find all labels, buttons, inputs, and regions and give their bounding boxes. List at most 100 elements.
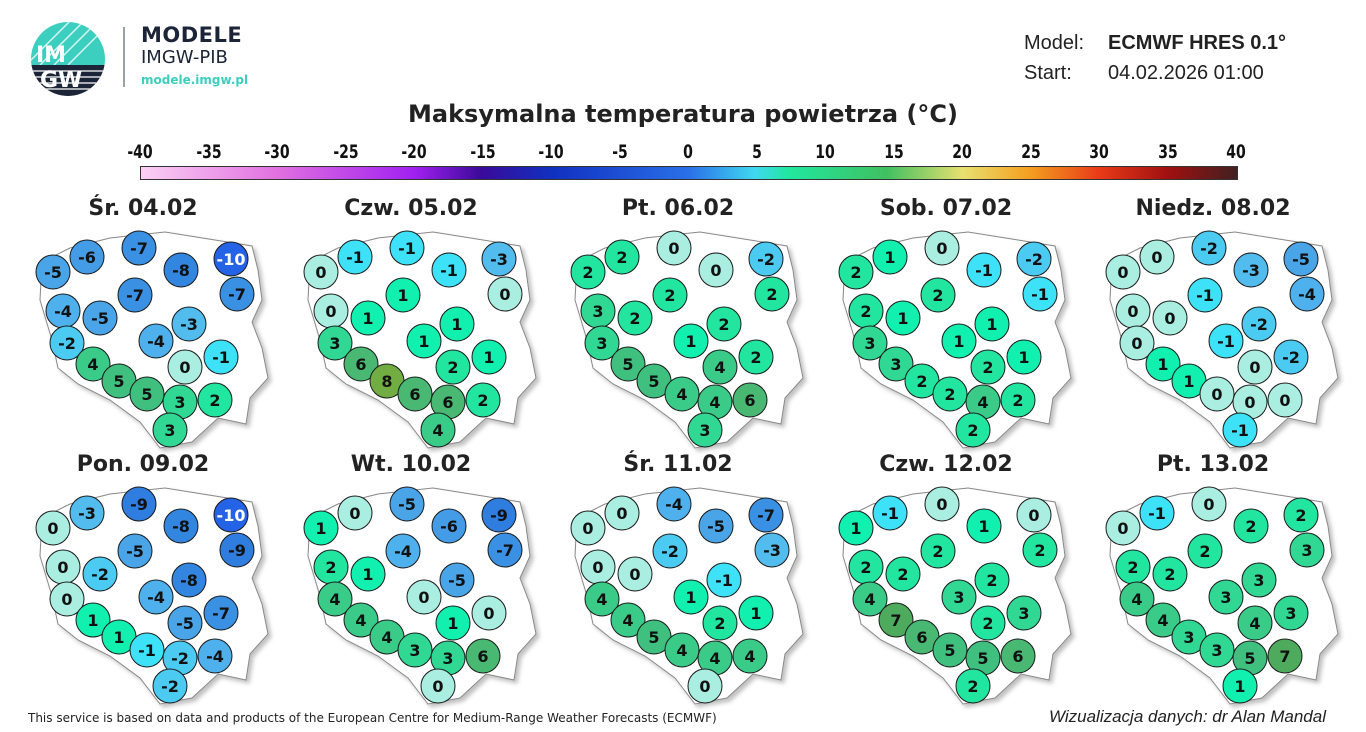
- station-value: 3: [596, 334, 607, 353]
- station-marker: [303, 254, 339, 290]
- station-value: -8: [180, 571, 198, 590]
- station-value: 0: [315, 263, 326, 282]
- station-value: 3: [442, 649, 453, 668]
- map-title: Śr. 04.02: [88, 196, 198, 221]
- station-value: 1: [1183, 372, 1194, 391]
- station-marker: [738, 339, 774, 375]
- station-value: -2: [1282, 348, 1300, 367]
- station-marker: [203, 595, 239, 631]
- station-marker: [465, 382, 501, 418]
- station-value: 3: [329, 334, 340, 353]
- station-marker: [317, 581, 353, 617]
- station-marker: [702, 605, 738, 641]
- station-marker: [1191, 486, 1227, 522]
- station-value: -7: [496, 541, 514, 560]
- station-value: 0: [936, 239, 947, 258]
- station-marker: [1237, 605, 1273, 641]
- station-marker: [471, 595, 507, 631]
- station-marker: [121, 230, 157, 266]
- station-marker: [656, 230, 692, 266]
- station-marker: [171, 306, 207, 342]
- station-marker: [970, 605, 1006, 641]
- station-value: 2: [1295, 506, 1306, 525]
- station-marker: [163, 252, 199, 288]
- start-label: Start:: [1024, 62, 1072, 84]
- station-value: -9: [490, 506, 508, 525]
- station-marker: [1006, 339, 1042, 375]
- station-value: 0: [699, 677, 710, 696]
- station-value: 3: [953, 588, 964, 607]
- station-value: 2: [1245, 517, 1256, 536]
- brand-url[interactable]: modele.imgw.pl: [141, 73, 249, 87]
- station-value: 4: [1157, 611, 1168, 630]
- station-marker: [852, 325, 888, 361]
- station-value: 3: [174, 393, 185, 412]
- station-value: 0: [349, 504, 360, 523]
- station-marker: [219, 276, 255, 312]
- station-value: -10: [217, 506, 246, 525]
- station-marker: [754, 276, 790, 312]
- station-value: 1: [483, 348, 494, 367]
- colorbar-tick: -20: [401, 141, 427, 163]
- station-value: 8: [381, 372, 392, 391]
- station-marker: [702, 349, 738, 385]
- station-value: 0: [61, 590, 72, 609]
- station-marker: [1289, 532, 1325, 568]
- station-value: -7: [757, 506, 775, 525]
- station-value: 4: [1249, 614, 1260, 633]
- station-value: 0: [668, 239, 679, 258]
- station-value: 2: [325, 558, 336, 577]
- station-value: -1: [975, 261, 993, 280]
- station-marker: [1006, 595, 1042, 631]
- station-value: 3: [890, 355, 901, 374]
- station-marker: [481, 497, 517, 533]
- station-marker: [872, 239, 908, 275]
- station-value: 2: [986, 571, 997, 590]
- station-value: 5: [648, 372, 659, 391]
- station-marker: [687, 412, 723, 448]
- station-value: 1: [113, 628, 124, 647]
- station-marker: [966, 508, 1002, 544]
- station-marker: [69, 239, 105, 275]
- station-value: 1: [850, 519, 861, 538]
- station-value: 1: [897, 309, 908, 328]
- station-value: -5: [398, 495, 416, 514]
- station-value: 2: [616, 248, 627, 267]
- station-value: 7: [1279, 647, 1290, 666]
- station-marker: [350, 556, 386, 592]
- station-value: 4: [676, 641, 687, 660]
- station-value: 6: [744, 391, 755, 410]
- station-value: -3: [78, 504, 96, 523]
- station-value: -7: [212, 604, 230, 623]
- station-value: 2: [664, 286, 675, 305]
- station-marker: [439, 562, 475, 598]
- colorbar-tick: -35: [195, 141, 222, 163]
- station-marker: [121, 486, 157, 522]
- station-marker: [1208, 323, 1244, 359]
- station-value: 4: [432, 421, 443, 440]
- station-marker: [924, 486, 960, 522]
- station-marker: [687, 668, 723, 704]
- station-marker: [1145, 602, 1181, 638]
- station-marker: [1145, 346, 1181, 382]
- station-marker: [1273, 595, 1309, 631]
- station-value: 0: [432, 677, 443, 696]
- station-value: 2: [916, 372, 927, 391]
- station-value: -2: [58, 334, 76, 353]
- station-value: 0: [1279, 391, 1290, 410]
- model-value: ECMWF HRES 0.1°: [1108, 32, 1287, 54]
- station-marker: [35, 510, 71, 546]
- station-value: 6: [477, 647, 488, 666]
- station-marker: [664, 632, 700, 668]
- station-value: 6: [409, 385, 420, 404]
- station-marker: [406, 323, 442, 359]
- station-value: 3: [699, 421, 710, 440]
- station-marker: [303, 510, 339, 546]
- station-marker: [1187, 533, 1223, 569]
- station-value: 4: [1131, 590, 1142, 609]
- station-marker: [748, 497, 784, 533]
- station-marker: [878, 346, 914, 382]
